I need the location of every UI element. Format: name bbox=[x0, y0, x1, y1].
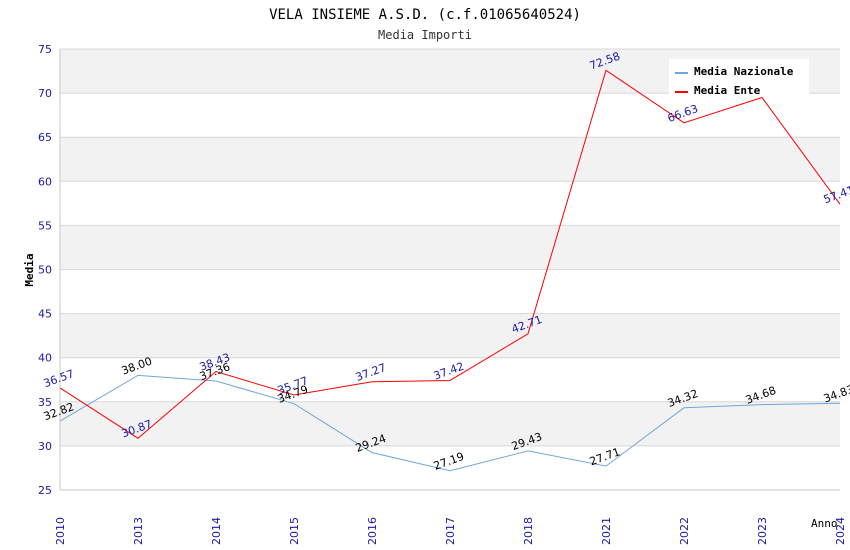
y-tick-label: 25 bbox=[38, 484, 52, 497]
x-tick-label: 2022 bbox=[678, 517, 691, 545]
series-line-media-ente bbox=[59, 69, 841, 439]
legend: Media Nazionale Media Ente bbox=[669, 59, 809, 97]
plot-band bbox=[60, 269, 840, 314]
y-tick-label: 75 bbox=[38, 43, 52, 56]
gridlines bbox=[59, 48, 840, 491]
x-tick-label: 2014 bbox=[210, 517, 223, 545]
x-tick-label: 2017 bbox=[444, 517, 457, 545]
plot-band bbox=[60, 93, 840, 138]
y-tick-label: 40 bbox=[38, 352, 52, 365]
x-tick-label: 2015 bbox=[288, 517, 301, 545]
x-tick-label: 2024 bbox=[834, 517, 847, 545]
plot-background bbox=[60, 49, 840, 490]
y-tick-label: 65 bbox=[38, 131, 52, 144]
x-axis-label: Anno bbox=[811, 517, 838, 530]
plot-band bbox=[60, 225, 840, 270]
plot-band bbox=[60, 401, 840, 446]
plot-band bbox=[60, 357, 840, 402]
x-axis-ticks: 2010 2013 2014 2015 2016 2017 2018 2021 2022 2023… bbox=[54, 517, 847, 545]
chart-subtitle: Media Importi bbox=[378, 28, 472, 42]
legend-box bbox=[669, 59, 809, 97]
legend-label-media-nazionale: Media Nazionale bbox=[694, 65, 794, 78]
y-tick-label: 50 bbox=[38, 264, 52, 277]
x-tick-label: 2016 bbox=[366, 517, 379, 545]
x-tick-label: 2013 bbox=[132, 517, 145, 545]
y-tick-label: 45 bbox=[38, 308, 52, 321]
x-tick-label: 2021 bbox=[600, 517, 613, 545]
x-tick-label: 2010 bbox=[54, 517, 67, 545]
y-tick-label: 35 bbox=[38, 396, 52, 409]
y-axis-label: Media bbox=[23, 253, 36, 286]
plot-band bbox=[60, 137, 840, 182]
y-tick-label: 70 bbox=[38, 87, 52, 100]
y-axis-ticks: 25 30 35 40 45 50 55 60 65 70 75 bbox=[38, 43, 52, 497]
series-line-media-nazionale bbox=[59, 374, 841, 472]
y-tick-label: 60 bbox=[38, 175, 52, 188]
y-tick-label: 55 bbox=[38, 219, 52, 232]
plot-band bbox=[60, 313, 840, 358]
chart-title: VELA INSIEME A.S.D. (c.f.01065640524) bbox=[269, 7, 581, 23]
series-lines bbox=[59, 69, 841, 472]
plot-band bbox=[60, 181, 840, 226]
plot-band bbox=[60, 445, 840, 490]
y-tick-label: 30 bbox=[38, 440, 52, 453]
x-tick-label: 2023 bbox=[756, 517, 769, 545]
x-tick-label: 2018 bbox=[522, 517, 535, 545]
legend-label-media-ente: Media Ente bbox=[694, 84, 761, 97]
